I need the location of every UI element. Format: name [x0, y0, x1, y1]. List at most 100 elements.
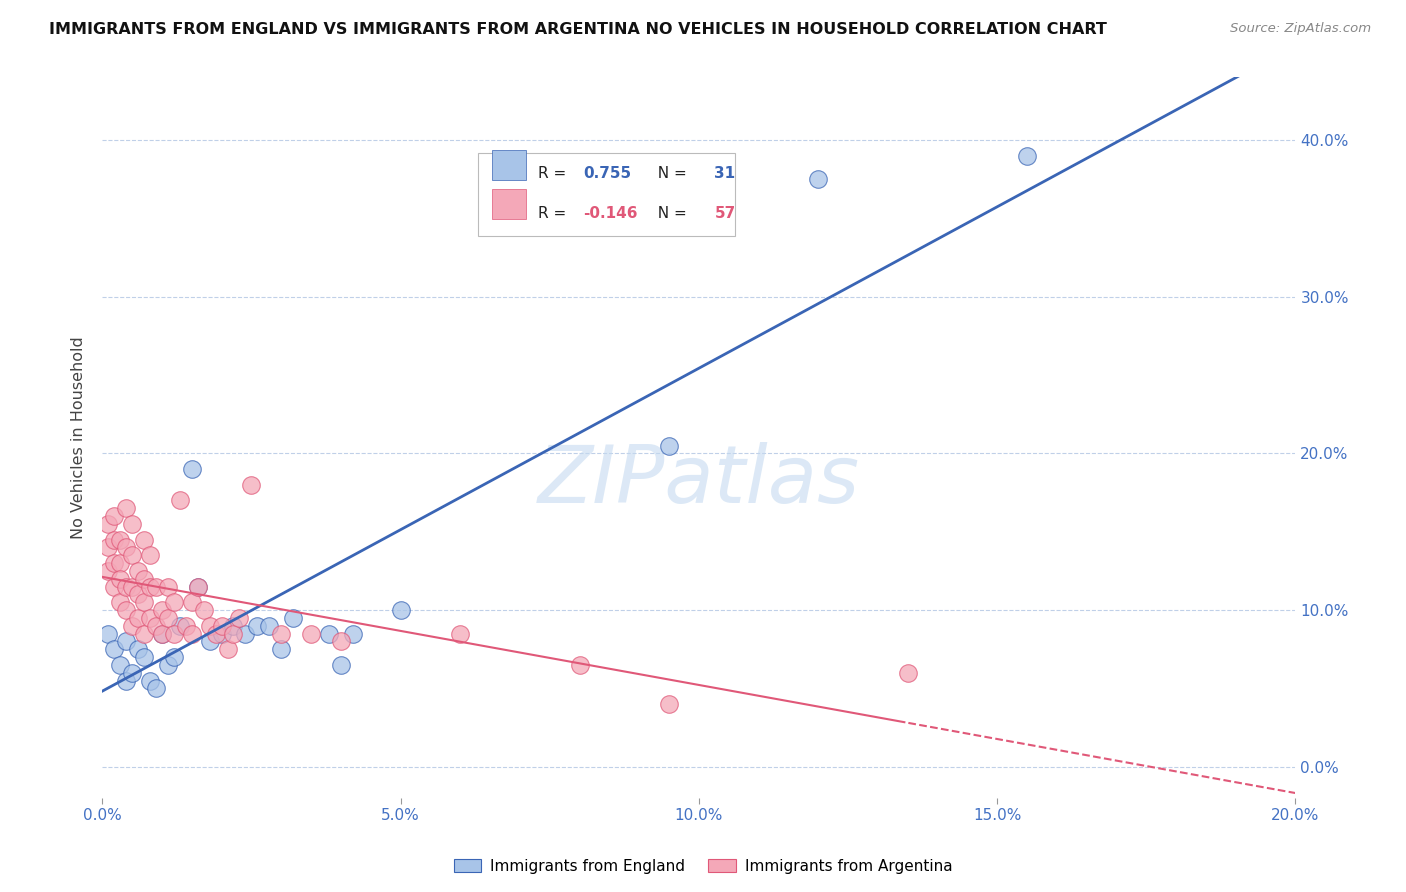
Point — [139, 673, 162, 688]
Point — [145, 619, 167, 633]
Point — [198, 619, 221, 633]
Point — [180, 462, 202, 476]
Point — [156, 611, 179, 625]
Point — [163, 650, 186, 665]
Point — [389, 603, 412, 617]
Point — [139, 611, 162, 625]
Point — [211, 626, 233, 640]
Point — [187, 580, 209, 594]
Point — [115, 541, 138, 555]
Point — [187, 580, 209, 594]
Point — [115, 603, 138, 617]
Point — [163, 595, 186, 609]
Point — [222, 626, 245, 640]
Point — [897, 665, 920, 680]
Y-axis label: No Vehicles in Household: No Vehicles in Household — [72, 336, 86, 539]
Point — [108, 533, 131, 547]
Point — [132, 572, 155, 586]
FancyBboxPatch shape — [478, 153, 734, 236]
Point — [1015, 149, 1038, 163]
Point — [198, 634, 221, 648]
FancyBboxPatch shape — [492, 189, 526, 219]
Point — [132, 626, 155, 640]
Text: N =: N = — [648, 206, 692, 220]
Point — [145, 681, 167, 696]
Point — [121, 580, 143, 594]
Point — [132, 533, 155, 547]
Point — [169, 619, 191, 633]
Point — [318, 626, 340, 640]
Text: 31: 31 — [714, 166, 735, 181]
Text: R =: R = — [537, 166, 571, 181]
Point — [103, 556, 125, 570]
Point — [108, 572, 131, 586]
Point — [329, 634, 352, 648]
Text: Source: ZipAtlas.com: Source: ZipAtlas.com — [1230, 22, 1371, 36]
Point — [240, 477, 263, 491]
Point — [127, 611, 149, 625]
Text: N =: N = — [648, 166, 692, 181]
Point — [163, 626, 186, 640]
Point — [193, 603, 215, 617]
Point — [127, 587, 149, 601]
Point — [115, 673, 138, 688]
Point — [568, 657, 591, 672]
Point — [156, 580, 179, 594]
Text: R =: R = — [537, 206, 571, 220]
Point — [180, 595, 202, 609]
Text: 0.755: 0.755 — [583, 166, 631, 181]
Point — [139, 580, 162, 594]
Point — [97, 564, 120, 578]
Point — [156, 657, 179, 672]
Point — [329, 657, 352, 672]
Point — [270, 626, 292, 640]
Point — [270, 642, 292, 657]
Point — [103, 533, 125, 547]
Point — [97, 541, 120, 555]
Point — [217, 642, 239, 657]
Point — [108, 595, 131, 609]
Point — [150, 603, 173, 617]
Point — [299, 626, 322, 640]
Point — [169, 493, 191, 508]
Text: 57: 57 — [714, 206, 735, 220]
Point — [342, 626, 364, 640]
Point — [259, 619, 281, 633]
Point — [204, 626, 226, 640]
Point — [103, 509, 125, 524]
Point — [127, 642, 149, 657]
Point — [127, 564, 149, 578]
Point — [449, 626, 471, 640]
Text: ZIPatlas: ZIPatlas — [537, 442, 860, 520]
Point — [132, 595, 155, 609]
Legend: Immigrants from England, Immigrants from Argentina: Immigrants from England, Immigrants from… — [447, 853, 959, 880]
Point — [115, 634, 138, 648]
Point — [121, 516, 143, 531]
Point — [108, 556, 131, 570]
Point — [174, 619, 197, 633]
Point — [121, 665, 143, 680]
Point — [115, 501, 138, 516]
Point — [97, 626, 120, 640]
Point — [139, 548, 162, 562]
Point — [246, 619, 269, 633]
Point — [180, 626, 202, 640]
FancyBboxPatch shape — [492, 150, 526, 180]
Point — [235, 626, 257, 640]
Point — [150, 626, 173, 640]
Point — [132, 650, 155, 665]
Point — [108, 657, 131, 672]
Point — [228, 611, 250, 625]
Point — [145, 580, 167, 594]
Point — [658, 439, 681, 453]
Point — [807, 172, 830, 186]
Point — [658, 697, 681, 711]
Text: -0.146: -0.146 — [583, 206, 637, 220]
Point — [97, 516, 120, 531]
Point — [281, 611, 304, 625]
Point — [150, 626, 173, 640]
Point — [103, 580, 125, 594]
Point — [103, 642, 125, 657]
Point — [121, 548, 143, 562]
Text: IMMIGRANTS FROM ENGLAND VS IMMIGRANTS FROM ARGENTINA NO VEHICLES IN HOUSEHOLD CO: IMMIGRANTS FROM ENGLAND VS IMMIGRANTS FR… — [49, 22, 1107, 37]
